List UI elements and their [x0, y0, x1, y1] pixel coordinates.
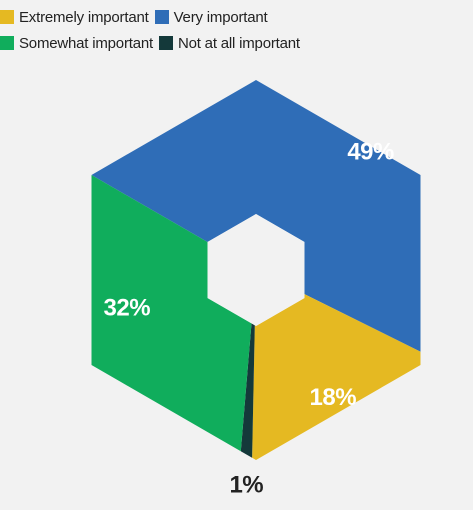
label-not-at-all-important: 1%: [229, 471, 263, 498]
legend-label: Not at all important: [177, 34, 300, 52]
slice-very-important: [91, 80, 421, 352]
center-hole: [207, 214, 305, 326]
legend-swatch: [154, 10, 169, 24]
legend-label: Very important: [173, 8, 268, 26]
legend-item-very-important: Very important: [154, 8, 268, 26]
slices: [91, 80, 421, 460]
legend-item-somewhat-important: Somewhat important: [0, 35, 153, 52]
legend-label: Extremely important: [19, 8, 149, 26]
legend-label: Somewhat important: [19, 34, 153, 52]
slice-somewhat-important: [91, 175, 252, 452]
legend-swatch: [158, 36, 173, 50]
slice-labels: 49% 18% 1% 32%: [104, 138, 395, 498]
legend-row: Extremely important Very important: [0, 4, 473, 30]
legend-item-not-at-all-important: Not at all important: [158, 34, 300, 52]
legend-row: Somewhat important Not at all important: [0, 30, 473, 56]
legend: Extremely important Very important Somew…: [0, 4, 473, 56]
legend-item-extremely-important: Extremely important: [0, 9, 149, 26]
legend-swatch: [0, 10, 14, 24]
label-extremely-important: 18%: [310, 384, 357, 411]
legend-swatch: [0, 36, 14, 50]
label-very-important: 49%: [347, 138, 394, 165]
slice-not-at-all-important: [240, 323, 255, 458]
label-somewhat-important: 32%: [104, 294, 151, 321]
slice-extremely-important: [252, 294, 421, 460]
